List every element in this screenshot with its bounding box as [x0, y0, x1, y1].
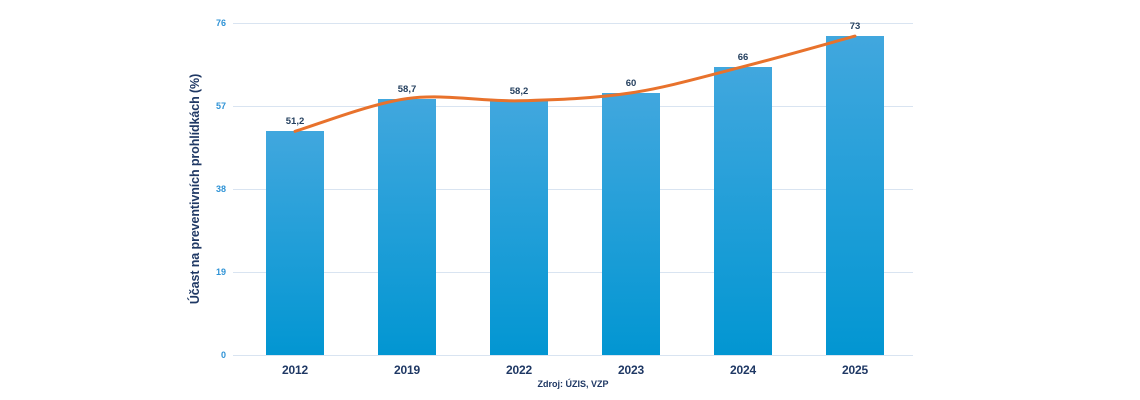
bar-2019: [378, 98, 436, 355]
x-axis-label-2019: 2019: [394, 363, 420, 377]
x-axis-label-2012: 2012: [282, 363, 308, 377]
x-axis-label-2024: 2024: [730, 363, 756, 377]
bar-2025: [826, 36, 884, 355]
gridline: [233, 272, 913, 273]
gridline: [233, 189, 913, 190]
bar-2024: [714, 66, 772, 355]
x-axis-label-2022: 2022: [506, 363, 532, 377]
y-tick-label: 19: [215, 266, 226, 277]
bar-value-label: 51,2: [285, 116, 305, 128]
source-note: Zdroj: ÚZIS, VZP: [537, 379, 609, 389]
y-tick-label: 57: [215, 100, 226, 111]
bar-value-label: 58,2: [509, 85, 529, 97]
bar-2023: [602, 92, 660, 355]
gridline: [233, 23, 913, 24]
bar-2022: [490, 100, 548, 355]
bar-value-label: 58,7: [397, 83, 417, 95]
gridline: [233, 355, 913, 356]
y-tick-label: 76: [215, 17, 226, 28]
x-axis-label-2023: 2023: [618, 363, 644, 377]
bar-value-label: 60: [625, 77, 637, 89]
bar-2012: [266, 131, 324, 355]
y-tick-label: 0: [220, 349, 226, 360]
bar-value-label: 66: [737, 51, 749, 63]
x-axis-label-2025: 2025: [842, 363, 868, 377]
gridline: [233, 106, 913, 107]
y-tick-label: 38: [215, 183, 226, 194]
bar-value-label: 73: [849, 21, 861, 33]
